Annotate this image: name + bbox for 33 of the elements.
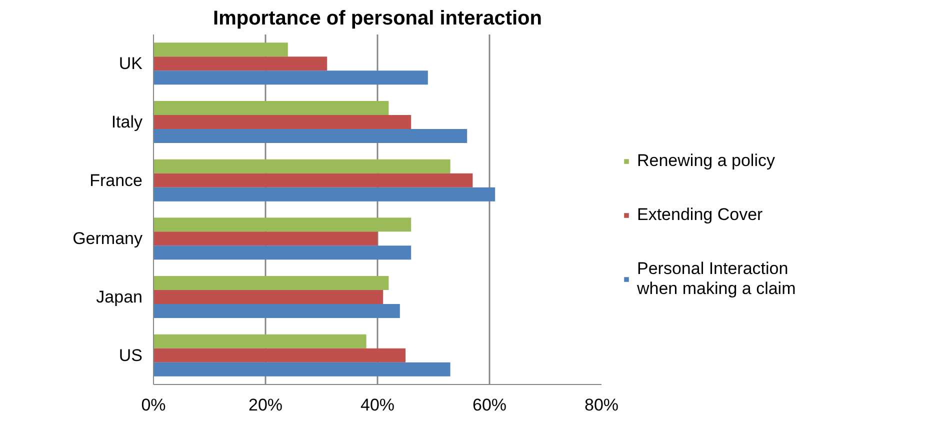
bar	[154, 56, 328, 71]
legend-label: Personal Interaction when making a claim	[637, 259, 796, 299]
y-tick-label: UK	[118, 54, 144, 74]
y-tick-label: Japan	[96, 288, 143, 306]
bar	[154, 348, 406, 362]
bar	[154, 70, 428, 85]
chart-title: Importance of personal interaction	[213, 8, 542, 30]
bar	[154, 187, 496, 202]
bar	[154, 334, 366, 348]
bar	[154, 232, 378, 246]
bar	[154, 101, 389, 115]
x-tick-label: 20%	[248, 396, 283, 414]
x-tick-label: 80%	[584, 396, 619, 414]
bar	[154, 173, 473, 188]
x-tick-label: 0%	[141, 396, 166, 414]
bar	[154, 218, 412, 232]
bar	[154, 246, 412, 260]
bar	[154, 129, 468, 143]
x-tick-label: 40%	[360, 396, 395, 414]
bar	[154, 304, 400, 318]
y-tick-label: France	[90, 170, 143, 190]
y-tick-label: Italy	[111, 112, 143, 132]
bar	[154, 362, 450, 376]
y-tick-label: US	[118, 346, 143, 365]
legend-label: Renewing a policy	[637, 151, 775, 171]
bar	[154, 159, 450, 174]
bar	[154, 276, 389, 290]
legend-label: Extending Cover	[637, 205, 763, 225]
y-tick-label: Germany	[72, 229, 143, 248]
bar	[154, 42, 288, 57]
bar	[154, 290, 384, 304]
x-tick-label: 60%	[472, 396, 507, 414]
bar	[154, 115, 412, 129]
